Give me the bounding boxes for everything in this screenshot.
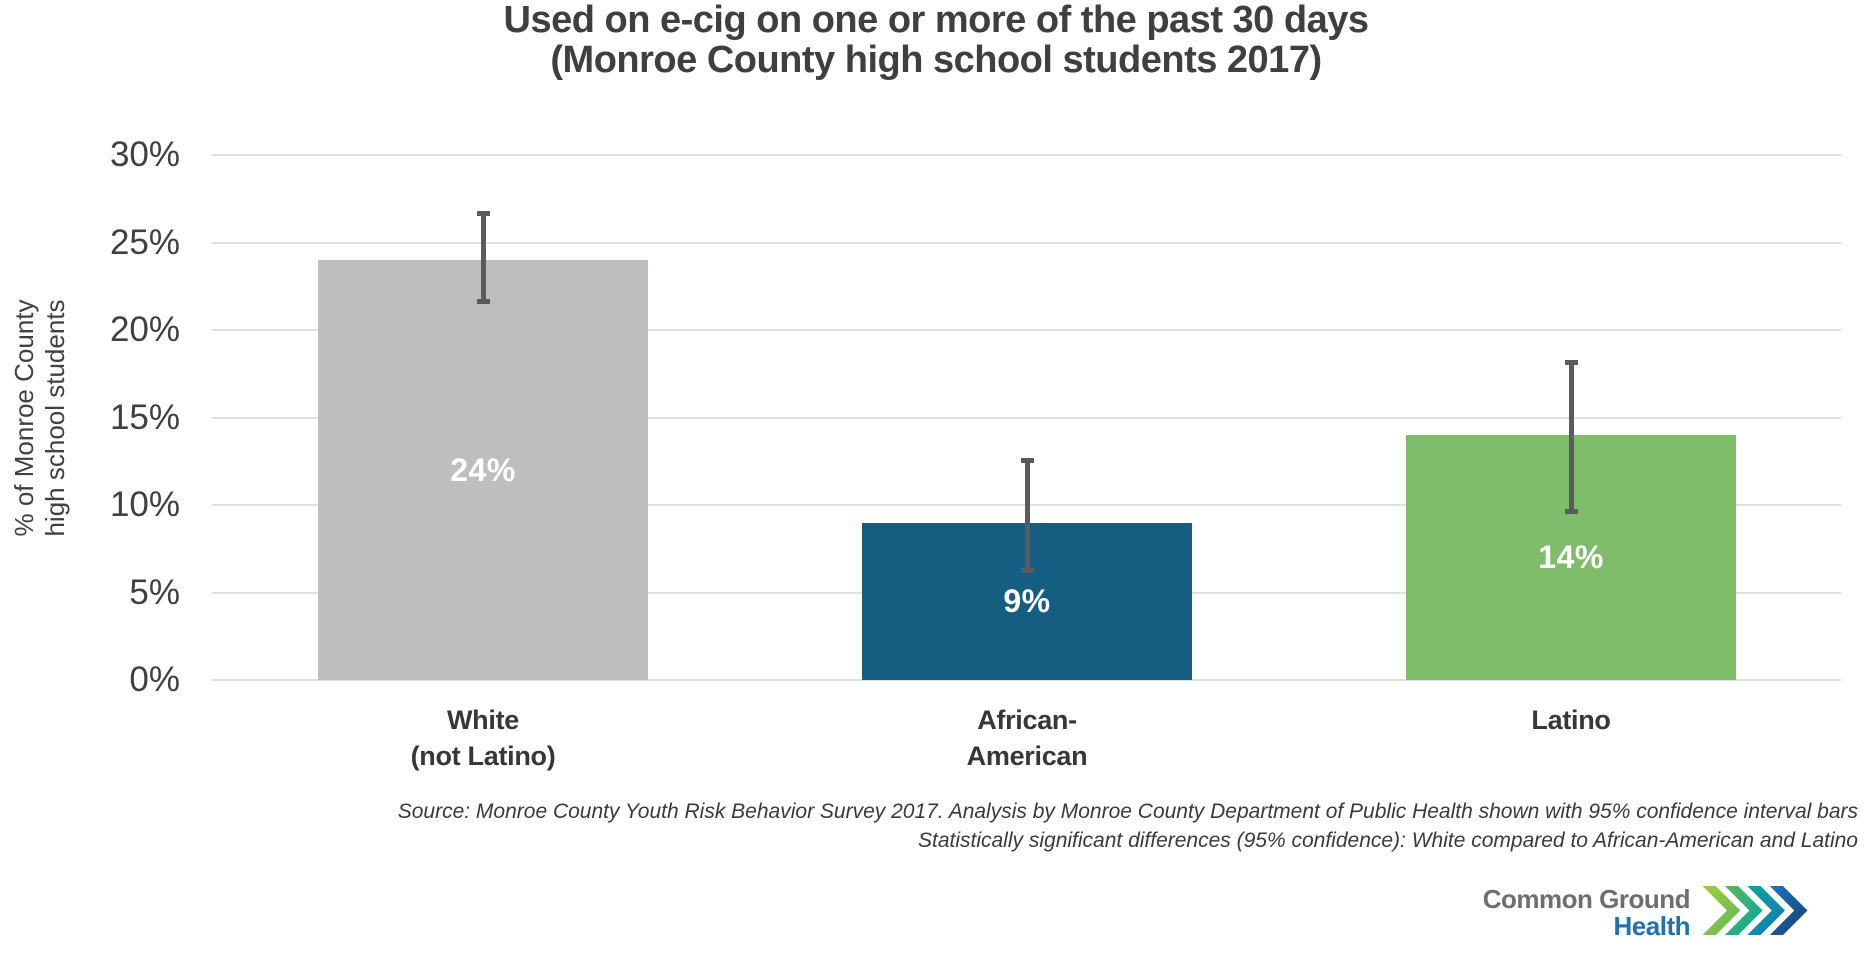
error-bar-top-cap-latino	[1564, 359, 1578, 365]
bar-value-label-latino: 14%	[1538, 539, 1604, 575]
bar-white-not-latino: 24%	[318, 260, 648, 680]
logo-chevron-4	[1769, 886, 1808, 935]
source-note: Source: Monroe County Youth Risk Behavio…	[398, 797, 1858, 855]
logo-text-line2: Health	[1613, 911, 1691, 941]
bar-value-label-african-american: 9%	[1003, 582, 1051, 619]
error-bar-latino	[1568, 359, 1574, 514]
y-tick-label-25: 25%	[109, 222, 180, 262]
error-bar-white-not-latino	[480, 211, 486, 304]
logo-chevron-1	[1702, 886, 1741, 935]
logo-chevron-2	[1724, 886, 1763, 935]
x-category-label-line: White	[447, 705, 519, 735]
logo-text-line1: Common Ground	[1482, 884, 1691, 914]
error-bar-bottom-cap-white-not-latino	[476, 298, 490, 304]
bar-value-label-white-not-latino: 24%	[450, 451, 516, 488]
y-tick-label-10: 10%	[109, 485, 180, 524]
y-tick-label-5: 5%	[129, 572, 180, 612]
gridline-0	[212, 679, 1841, 681]
x-category-label-line: American	[966, 741, 1088, 771]
error-bar-top-cap-african-american	[1020, 457, 1034, 463]
gridline-30	[212, 154, 1841, 156]
chart-title-line1: Used on e-cig on one or more of the past…	[503, 0, 1369, 41]
y-tick-label-15: 15%	[109, 397, 180, 437]
x-category-label-line: Latino	[1531, 705, 1611, 735]
logo-common-ground-health: Common Ground Health	[1483, 884, 1810, 942]
y-tick-label-20: 20%	[109, 310, 180, 349]
x-category-label-white-not-latino: White (not Latino)	[263, 702, 703, 774]
gridline-25	[212, 241, 1841, 244]
x-category-label-african-american: African- American	[807, 702, 1247, 774]
error-bar-african-american	[1024, 457, 1030, 574]
x-category-label-line: African-	[977, 705, 1077, 735]
y-tick-label-30: 30%	[109, 135, 180, 174]
logo-chevron-3	[1747, 886, 1786, 935]
gridline-15	[212, 416, 1841, 419]
x-category-label-latino: Latino	[1351, 702, 1791, 738]
error-bar-bottom-cap-african-american	[1020, 568, 1034, 574]
chart-title: Used on e-cig on one or more of the past…	[0, 0, 1872, 80]
gridline-20	[212, 329, 1841, 331]
logo-chevrons-icon	[1702, 884, 1810, 942]
error-bar-bottom-cap-latino	[1564, 508, 1578, 514]
logo-text: Common Ground Health	[1482, 884, 1691, 941]
y-tick-label-0: 0%	[129, 660, 180, 699]
source-note-line1: Source: Monroe County Youth Risk Behavio…	[397, 800, 1858, 823]
source-note-line2: Statistically significant differences (9…	[917, 829, 1858, 852]
x-category-label-line: (not Latino)	[410, 741, 556, 771]
error-bar-top-cap-white-not-latino	[476, 211, 490, 216]
chart-title-line2: (Monroe County high school students 2017…	[550, 39, 1322, 81]
